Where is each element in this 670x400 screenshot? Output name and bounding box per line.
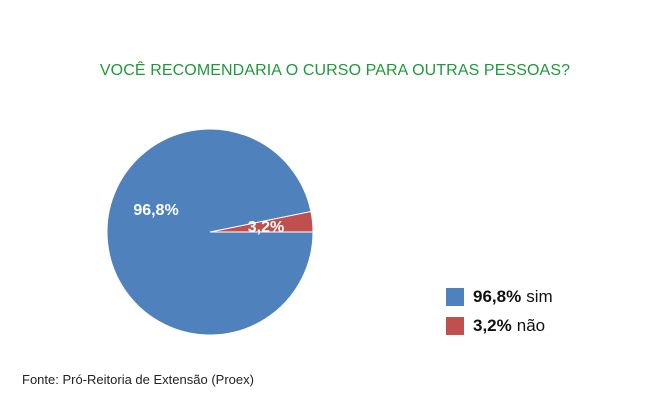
pie-slice-sim [106, 128, 314, 336]
legend-item-sim: 96,8% sim [446, 285, 553, 309]
legend-item-nao: 3,2% não [446, 314, 553, 338]
legend-swatch-sim [446, 288, 464, 306]
legend-swatch-nao [446, 317, 464, 335]
legend-value-sim: 96,8% [473, 287, 522, 306]
chart-title: VOCÊ RECOMENDARIA O CURSO PARA OUTRAS PE… [99, 62, 571, 79]
legend-value-nao: 3,2% [473, 316, 512, 335]
data-label-nao: 3,2% [248, 219, 284, 236]
legend-label-sim: sim [526, 287, 553, 306]
data-label-sim: 96,8% [133, 202, 178, 219]
source-note: Fonte: Pró-Reitoria de Extensão (Proex) [22, 372, 254, 387]
chart-legend: 96,8% sim 3,2% não [446, 285, 553, 343]
legend-label-nao: não [516, 316, 546, 335]
